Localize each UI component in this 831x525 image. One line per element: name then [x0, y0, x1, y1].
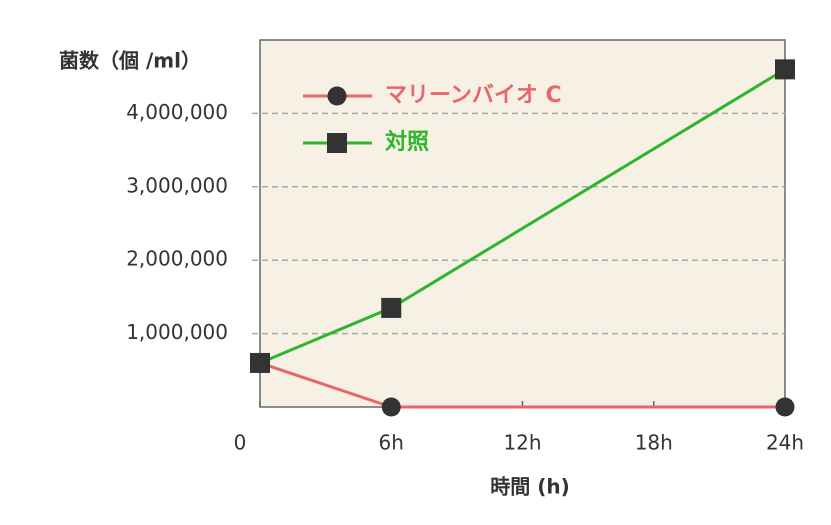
y-axis-label: 菌数（個 /ml） — [59, 49, 201, 73]
y-tick-label: 2,000,000 — [126, 247, 228, 271]
y-tick-label: 4,000,000 — [126, 100, 228, 124]
marker — [775, 59, 795, 80]
marker — [775, 397, 795, 417]
marker — [250, 352, 270, 373]
x-tick-label: 12h — [503, 431, 541, 455]
legend-label: 対照 — [385, 130, 429, 155]
x-tick-label: 0 — [234, 431, 247, 455]
y-tick-label: 1,000,000 — [126, 320, 228, 344]
x-tick-label: 24h — [766, 431, 804, 455]
legend-marker — [327, 86, 347, 106]
x-tick-label: 6h — [379, 431, 404, 455]
x-tick-label: 18h — [635, 431, 673, 455]
y-tick-label: 3,000,000 — [126, 173, 228, 197]
x-axis-label: 時間 (h) — [490, 475, 569, 499]
legend-label: マリーンバイオ C — [385, 83, 562, 108]
legend-marker — [327, 133, 347, 153]
marker — [381, 297, 402, 318]
plot-area — [259, 39, 786, 408]
marker — [381, 397, 401, 417]
